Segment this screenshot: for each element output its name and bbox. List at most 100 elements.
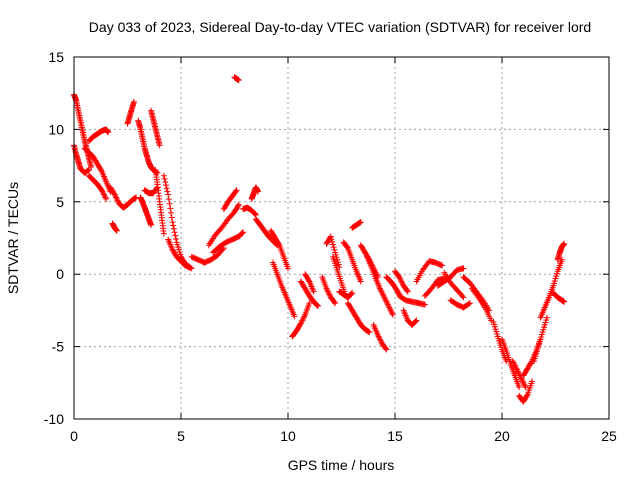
data-point bbox=[357, 278, 364, 285]
data-point bbox=[377, 336, 384, 343]
data-point bbox=[421, 301, 428, 308]
data-point bbox=[521, 382, 528, 389]
y-tick-label: -5 bbox=[52, 339, 65, 355]
data-point bbox=[382, 345, 389, 352]
data-point bbox=[528, 378, 535, 385]
data-point bbox=[300, 314, 307, 321]
data-point bbox=[314, 303, 321, 310]
series-arc-p bbox=[188, 245, 227, 266]
data-point bbox=[238, 230, 245, 237]
series-arc-aq bbox=[400, 307, 420, 328]
data-point bbox=[366, 329, 373, 336]
y-tick-label: -10 bbox=[44, 411, 64, 427]
series-arc-h bbox=[124, 98, 137, 127]
data-point bbox=[161, 175, 168, 182]
data-point bbox=[383, 346, 390, 353]
data-point bbox=[460, 265, 467, 272]
data-point bbox=[378, 288, 385, 295]
x-tick-label: 15 bbox=[387, 428, 403, 444]
series-arc-x bbox=[267, 227, 291, 272]
x-tick-label: 0 bbox=[70, 428, 78, 444]
data-point bbox=[376, 334, 383, 341]
data-point bbox=[404, 288, 411, 295]
data-point bbox=[517, 374, 524, 381]
data-point bbox=[327, 233, 334, 240]
data-point bbox=[389, 310, 396, 317]
x-axis-label: GPS time / hours bbox=[288, 457, 395, 473]
data-point bbox=[297, 321, 304, 328]
y-tick-label: 0 bbox=[56, 266, 64, 282]
data-point bbox=[412, 318, 419, 325]
data-point bbox=[459, 293, 466, 300]
data-point bbox=[305, 277, 312, 284]
y-tick-label: 15 bbox=[48, 49, 64, 65]
data-point bbox=[466, 300, 473, 307]
series-arc-ao bbox=[392, 268, 411, 295]
data-point bbox=[561, 240, 568, 247]
data-point bbox=[523, 392, 530, 399]
series-arc-ah bbox=[344, 300, 373, 336]
data-point bbox=[357, 219, 364, 226]
data-point bbox=[160, 172, 167, 179]
data-point bbox=[326, 291, 333, 298]
data-point bbox=[240, 229, 247, 236]
data-point bbox=[509, 358, 516, 365]
data-point bbox=[168, 209, 175, 216]
series-arc-ak bbox=[364, 253, 384, 292]
data-point bbox=[306, 300, 313, 307]
data-point bbox=[474, 292, 481, 299]
data-point bbox=[297, 320, 304, 327]
series-arc-az bbox=[499, 336, 523, 391]
data-point bbox=[398, 278, 405, 285]
data-point bbox=[170, 222, 177, 229]
series-arc-av bbox=[447, 297, 473, 311]
series-arc-ar bbox=[413, 258, 446, 285]
data-point bbox=[112, 193, 119, 200]
x-tick-label: 25 bbox=[601, 428, 617, 444]
data-point bbox=[382, 295, 389, 302]
data-point bbox=[380, 292, 387, 299]
series-arc-f bbox=[107, 184, 140, 211]
data-point bbox=[291, 313, 298, 320]
series-arc-z bbox=[289, 300, 313, 340]
series-arc-as bbox=[421, 275, 448, 299]
grid-lines bbox=[74, 57, 609, 419]
data-point bbox=[114, 197, 121, 204]
data-point bbox=[164, 188, 171, 195]
data-point bbox=[169, 219, 176, 226]
x-tick-label: 20 bbox=[494, 428, 510, 444]
series-arc-bd bbox=[531, 314, 550, 365]
x-tick-label: 5 bbox=[177, 428, 185, 444]
data-point bbox=[387, 305, 394, 312]
y-axis-label: SDTVAR / TECUs bbox=[5, 182, 21, 294]
data-point bbox=[323, 285, 330, 292]
data-point bbox=[172, 232, 179, 239]
data-point bbox=[396, 274, 403, 281]
data-point bbox=[163, 182, 170, 189]
data-point bbox=[113, 195, 120, 202]
data-point bbox=[298, 318, 305, 325]
series-arc-aa bbox=[297, 278, 321, 310]
series-arc-ba bbox=[509, 358, 529, 391]
data-point bbox=[512, 363, 519, 370]
data-point bbox=[165, 196, 172, 203]
data-point bbox=[239, 229, 246, 236]
data-point bbox=[85, 166, 92, 173]
series-arc-am bbox=[377, 285, 396, 318]
plot-frame bbox=[73, 56, 610, 420]
data-point bbox=[168, 214, 175, 221]
data-point bbox=[404, 287, 411, 294]
series-arc-ap bbox=[396, 292, 428, 308]
data-point bbox=[543, 314, 550, 321]
series-arc-j bbox=[137, 194, 155, 228]
data-point bbox=[110, 190, 117, 197]
series-arc-al bbox=[370, 321, 390, 353]
data-point bbox=[327, 234, 334, 241]
series-arc-t bbox=[231, 74, 242, 84]
data-point bbox=[324, 288, 331, 295]
series-arc-v bbox=[248, 184, 262, 202]
data-point bbox=[235, 201, 242, 208]
data-point bbox=[275, 241, 282, 248]
series-arc-d bbox=[85, 126, 112, 144]
